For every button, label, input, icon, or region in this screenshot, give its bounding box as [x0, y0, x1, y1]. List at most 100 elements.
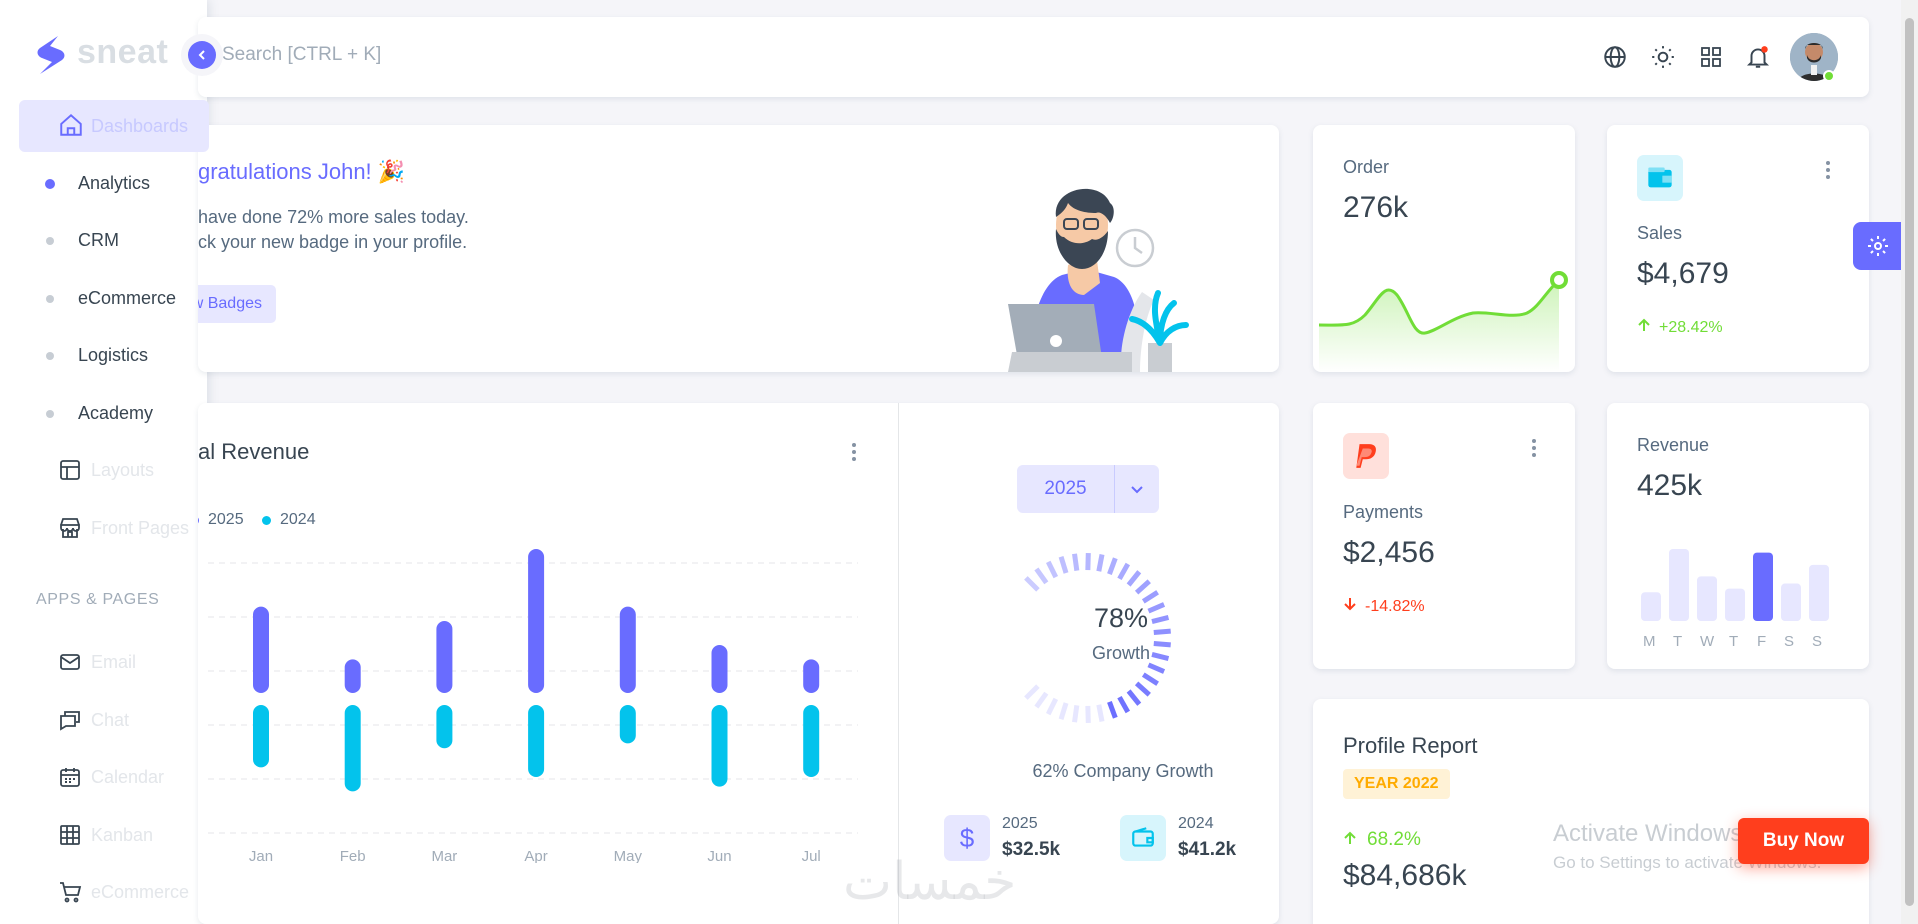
buy-now-button[interactable]: Buy Now — [1738, 818, 1869, 864]
bell-icon[interactable] — [1743, 42, 1773, 72]
menu-analytics[interactable]: Analytics — [78, 173, 151, 193]
day-label-m: M — [1643, 633, 1656, 650]
year-dropdown-value[interactable]: 2025 — [1017, 465, 1115, 513]
sales-change-value: +28.42% — [1659, 318, 1723, 336]
globe-icon[interactable] — [1600, 42, 1630, 72]
gauge-tick — [1034, 567, 1049, 585]
sun-icon[interactable] — [1648, 42, 1678, 72]
search-input[interactable]: Search [CTRL + K] — [222, 44, 382, 65]
gauge-tick — [1141, 590, 1159, 604]
bar-2024-mar — [436, 705, 453, 749]
gauge-tick — [1126, 570, 1142, 587]
layout-icon — [58, 458, 84, 484]
growth-radial-gauge — [1024, 552, 1171, 724]
brand-name: sneat — [77, 33, 169, 71]
weekly-bar-6 — [1809, 564, 1829, 621]
gauge-tick — [1151, 615, 1170, 625]
bar-2025-jun — [711, 645, 728, 693]
menu-layouts[interactable]: Layouts — [91, 460, 155, 480]
dollar-icon: $ — [944, 815, 990, 861]
arrow-up-icon — [1343, 829, 1357, 851]
menu-crm[interactable]: CRM — [78, 230, 119, 250]
menu-logistics-dot — [46, 352, 54, 360]
menu-dashboards[interactable] — [19, 100, 209, 152]
menu-ecommerce-dot — [46, 295, 54, 303]
chevron-left-icon — [188, 41, 216, 69]
menu-ecommerce-app[interactable]: eCommerce — [91, 882, 190, 902]
khamsat-watermark: خمسات — [843, 852, 1017, 912]
order-sparkline — [1318, 271, 1568, 372]
menu-front-pages[interactable]: Front Pages — [91, 518, 190, 538]
growth-label: Growth — [1091, 643, 1151, 663]
legend-2024: 2024 — [262, 511, 316, 529]
gauge-tick — [1107, 700, 1118, 719]
day-label-s2: S — [1812, 633, 1823, 650]
menu-ecommerce[interactable]: eCommerce — [78, 288, 177, 308]
order-value: 276k — [1343, 191, 1409, 224]
gauge-tick — [1134, 681, 1151, 697]
x-tick-label: Mar — [431, 848, 457, 863]
payments-label: Payments — [1343, 502, 1424, 522]
x-tick-label: Apr — [524, 848, 547, 863]
year-a-label: 2025 — [1002, 815, 1038, 832]
profile-change-value: 68.2% — [1367, 829, 1421, 850]
weekly-revenue-bars — [1641, 549, 1829, 621]
top-navbar — [198, 17, 1869, 97]
company-growth-text: 62% Company Growth — [1032, 761, 1214, 781]
settings-cog-icon[interactable] — [1853, 222, 1903, 270]
menu-kanban[interactable]: Kanban — [91, 825, 154, 845]
gauge-tick — [1117, 695, 1131, 714]
sales-label: Sales — [1637, 223, 1683, 243]
chevron-down-icon[interactable] — [1115, 465, 1159, 513]
sales-menu-icon[interactable] — [1825, 161, 1831, 182]
online-status-dot — [1823, 70, 1835, 82]
sidebar: sneat Dashboards Analytics CRM eCommerce… — [0, 0, 209, 924]
gauge-tick — [1117, 562, 1131, 581]
scrollbar-thumb[interactable] — [1905, 18, 1914, 906]
arrow-down-icon — [1343, 597, 1357, 616]
x-tick-label: Jun — [707, 848, 731, 863]
payments-value: $2,456 — [1343, 536, 1435, 569]
legend-2025: 2025 — [198, 511, 244, 529]
gauge-tick — [1134, 579, 1151, 595]
menu-chat[interactable]: Chat — [91, 710, 130, 730]
apps-grid-icon[interactable] — [1696, 42, 1726, 72]
legend-dot-2024 — [262, 515, 271, 525]
revenue-menu-icon[interactable] — [851, 443, 857, 464]
page-scrollbar[interactable] — [1901, 0, 1918, 924]
growth-percent: 78% — [1093, 603, 1149, 633]
revenue-card-label: Revenue — [1637, 435, 1710, 455]
bar-2025-mar — [436, 621, 453, 693]
day-label-t: T — [1673, 633, 1683, 650]
gauge-tick — [1072, 705, 1080, 723]
legend-label-2025: 2025 — [208, 511, 244, 528]
gauge-tick — [1034, 691, 1049, 709]
bar-2024-jan — [253, 705, 269, 768]
congrats-line-2: ck your new badge in your profile. — [198, 232, 468, 252]
menu-calendar[interactable]: Calendar — [91, 767, 165, 787]
gauge-tick — [1045, 697, 1059, 716]
day-label-s: S — [1784, 633, 1795, 650]
activate-windows-title: Activate Windows — [1553, 820, 1743, 847]
menu-academy[interactable]: Academy — [78, 403, 154, 423]
gauge-tick — [1024, 684, 1040, 700]
menu-email[interactable]: Email — [91, 652, 137, 672]
congrats-title: gratulations John! 🎉 — [198, 159, 406, 184]
x-tick-label: Jul — [802, 848, 821, 863]
gauge-tick — [1058, 556, 1069, 574]
view-badges-button[interactable]: w Badges — [198, 285, 276, 323]
gauge-tick — [1107, 557, 1118, 576]
profile-report-card: Profile Report YEAR 2022 68.2% $84,686k — [1313, 699, 1869, 924]
total-revenue-card: al Revenue 2025 2024 Jan Feb Mar Apr May Jun J… — [198, 403, 1279, 924]
year-dropdown[interactable]: 2025 — [1017, 465, 1159, 513]
menu-logistics[interactable]: Logistics — [78, 345, 149, 365]
payments-menu-icon[interactable] — [1531, 439, 1537, 460]
profile-change: 68.2% — [1343, 829, 1421, 851]
bar-2025-jan — [253, 606, 269, 693]
gauge-tick — [1045, 560, 1059, 579]
payments-change: -14.82% — [1343, 597, 1425, 616]
sales-value: $4,679 — [1637, 257, 1729, 290]
bar-2024-apr — [528, 705, 545, 777]
payments-card: Payments $2,456 -14.82% — [1313, 403, 1575, 669]
sidebar-toggle-button[interactable] — [181, 34, 223, 76]
